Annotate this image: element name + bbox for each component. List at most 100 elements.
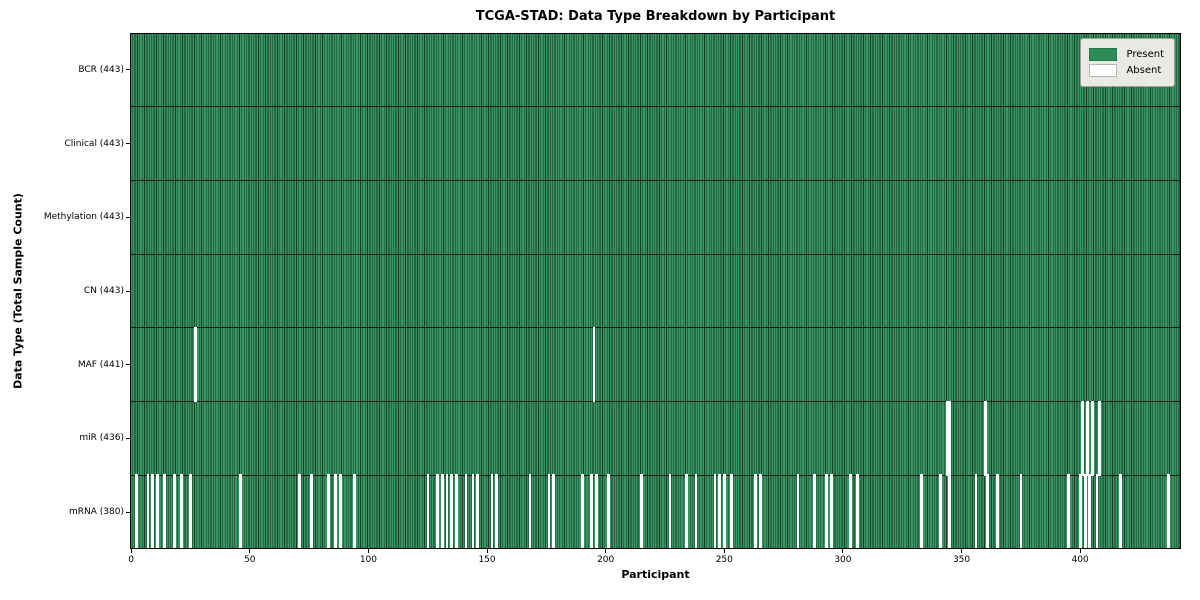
absent-gap-mrna-227 [668, 474, 672, 549]
absent-gap-mrna-375 [1019, 474, 1023, 549]
absent-gap-mrna-141 [464, 474, 468, 549]
absent-gap-mrna-25 [189, 474, 193, 549]
x-tick-mark [961, 549, 963, 553]
absent-gap-mrna-400 [1078, 474, 1082, 549]
legend-label-present: Present [1126, 49, 1164, 60]
absent-gap-mrna-365 [995, 474, 999, 549]
absent-gap-mrna-137 [455, 474, 458, 549]
absent-gap-mrna-88 [338, 474, 342, 549]
absent-swatch-icon [1089, 64, 1118, 77]
legend-label-absent: Absent [1126, 65, 1162, 76]
absent-gap-mrna-404 [1088, 474, 1092, 549]
y-tick-mark [126, 364, 130, 366]
absent-gap-mrna-395 [1067, 474, 1070, 549]
x-axis-label: Participant [621, 568, 690, 581]
absent-gap-mrna-154 [495, 474, 499, 549]
absent-gap-mrna-194 [590, 474, 594, 549]
absent-gap-mrna-356 [974, 474, 978, 549]
absent-gap-mrna-345 [948, 474, 952, 549]
absent-gap-mrna-18 [172, 474, 176, 549]
y-tick-label-mir: miR (436) [79, 433, 124, 444]
present-swatch-icon [1089, 48, 1118, 61]
y-tick-mark [126, 290, 130, 292]
absent-gap-mrna-86 [334, 474, 337, 549]
absent-gap-mrna-168 [528, 474, 532, 549]
y-tick-label-clinical: Clinical (443) [64, 138, 124, 149]
row-divider [130, 106, 1181, 108]
absent-gap-mrna-178 [552, 474, 556, 549]
absent-gap-mrna-71 [298, 474, 302, 549]
y-tick-label-mrna: mRNA (380) [69, 507, 124, 518]
absent-gap-mrna-437 [1166, 474, 1170, 549]
absent-gap-mrna-341 [939, 474, 942, 549]
absent-gap-mrna-46 [239, 474, 242, 549]
y-tick-label-bcr: BCR (443) [78, 64, 124, 75]
absent-gap-mrna-215 [640, 474, 643, 549]
absent-gap-mrna-129 [436, 474, 439, 549]
absent-gap-mrna-417 [1119, 474, 1123, 549]
absent-gap-mrna-303 [848, 474, 852, 549]
x-tick-label-400: 400 [1071, 555, 1089, 565]
absent-gap-mrna-196 [595, 474, 598, 549]
x-tick-label-250: 250 [715, 555, 733, 565]
row-divider [130, 179, 1181, 181]
legend-item-absent: Absent [1089, 64, 1164, 77]
y-tick-label-methylation: Methylation (443) [43, 212, 124, 223]
y-tick-mark [126, 437, 130, 439]
absent-gap-mrna-234 [685, 474, 688, 549]
absent-gap-mrna-11 [156, 474, 159, 549]
chart-title: TCGA-STAD: Data Type Breakdown by Partic… [475, 9, 836, 24]
y-tick-mark [126, 216, 130, 218]
absent-gap-maf-27 [194, 326, 197, 403]
absent-gap-mrna-133 [445, 474, 449, 549]
x-tick-mark [723, 549, 725, 553]
absent-gap-mrna-7 [146, 474, 150, 549]
y-tick-mark [126, 143, 130, 145]
legend-item-present: Present [1089, 48, 1164, 61]
absent-gap-mir-401 [1081, 400, 1085, 477]
x-tick-label-150: 150 [478, 555, 496, 565]
absent-gap-mrna-9 [151, 474, 155, 549]
absent-gap-mrna-333 [920, 474, 923, 549]
axes-spines [130, 33, 1181, 549]
absent-gap-mrna-238 [694, 474, 698, 549]
absent-gap-mrna-250 [723, 474, 726, 549]
y-tick-mark [126, 69, 130, 71]
absent-gap-mrna-288 [813, 474, 817, 549]
x-tick-mark [249, 549, 251, 553]
x-tick-mark [486, 549, 488, 553]
x-tick-label-200: 200 [597, 555, 615, 565]
x-tick-label-50: 50 [244, 555, 256, 565]
x-tick-label-100: 100 [359, 555, 378, 565]
absent-gap-mrna-253 [730, 474, 734, 549]
absent-gap-mrna-14 [163, 474, 167, 549]
absent-gap-mir-403 [1086, 400, 1089, 477]
x-tick-mark [842, 549, 844, 553]
absent-gap-mrna-295 [829, 474, 833, 549]
x-tick-mark [367, 549, 369, 553]
absent-gap-mrna-407 [1095, 474, 1099, 549]
x-tick-mark [605, 549, 607, 553]
absent-gap-mir-360 [984, 400, 987, 477]
row-divider [130, 474, 1181, 476]
absent-gap-mrna-125 [426, 474, 430, 549]
absent-gap-mir-405 [1090, 400, 1094, 477]
absent-gap-mrna-281 [796, 474, 800, 549]
absent-gap-mrna-146 [476, 474, 480, 549]
absent-gap-mrna-248 [718, 474, 722, 549]
legend: Present Absent [1080, 38, 1175, 87]
absent-gap-mrna-2 [134, 474, 138, 549]
absent-gap-mrna-306 [855, 474, 859, 549]
absent-gap-mrna-94 [353, 474, 356, 549]
x-tick-mark [130, 549, 132, 553]
absent-gap-mrna-265 [758, 474, 762, 549]
absent-gap-mrna-83 [326, 474, 330, 549]
absent-gap-mir-345 [948, 400, 952, 477]
absent-gap-mrna-246 [713, 474, 717, 549]
x-tick-label-300: 300 [834, 555, 852, 565]
absent-gap-mrna-152 [490, 474, 494, 549]
absent-gap-mrna-293 [825, 474, 828, 549]
absent-gap-mrna-144 [471, 474, 475, 549]
absent-gap-mrna-21 [179, 474, 183, 549]
